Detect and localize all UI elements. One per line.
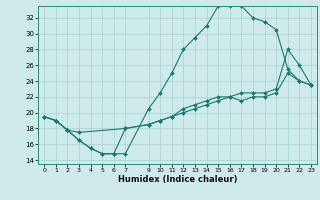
- X-axis label: Humidex (Indice chaleur): Humidex (Indice chaleur): [118, 175, 237, 184]
